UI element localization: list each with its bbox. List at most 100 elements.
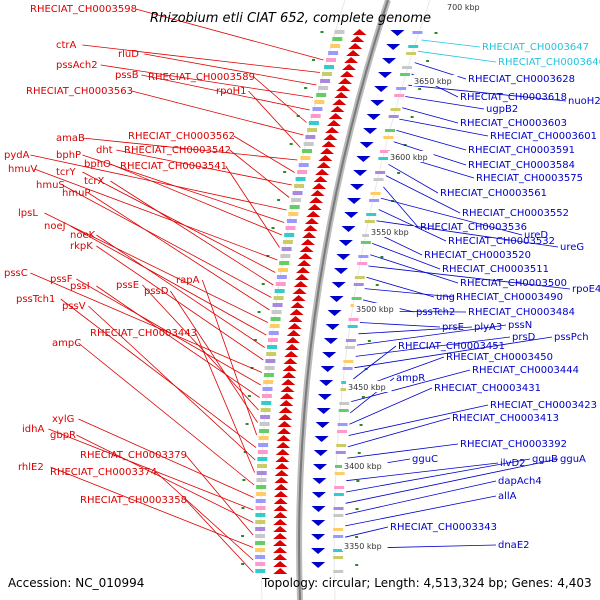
- reverse-annotation-block: [334, 486, 345, 489]
- forward-annotation-block: [307, 128, 318, 132]
- right-leader-line: [368, 265, 571, 290]
- forward-annotation-block: [255, 527, 266, 531]
- left-gene-label: gbpR: [50, 430, 76, 441]
- reverse-annotation-block: [335, 451, 346, 454]
- forward-annotation-block: [256, 471, 267, 475]
- reverse-annotation-block: [362, 234, 373, 237]
- kbp-tick-bg: [412, 75, 458, 86]
- reverse-gene-arrow: [347, 198, 362, 204]
- forward-annotation-block: [292, 191, 303, 195]
- forward-gene-arrow: [313, 176, 328, 182]
- left-gene-label: rpoH1: [216, 86, 246, 97]
- reverse-gene-arrow: [386, 44, 401, 50]
- left-leader-line: [78, 342, 255, 486]
- reverse-annotation-block: [337, 423, 348, 426]
- right-leader-line: [383, 186, 419, 228]
- reverse-annotation-block: [402, 66, 413, 69]
- forward-gene-arrow: [325, 127, 340, 133]
- forward-gene-arrow: [309, 197, 324, 203]
- forward-gene-arrow: [328, 113, 343, 119]
- forward-gene-arrow: [277, 421, 292, 427]
- reverse-annotation-block: [333, 493, 344, 496]
- outer-track-marker: [241, 535, 245, 537]
- right-gene-label: RHECIAT_CH0003584: [468, 160, 575, 171]
- forward-annotation-block: [261, 394, 272, 398]
- reverse-annotation-block: [333, 556, 344, 559]
- right-gene-label: RHECIAT_CH0003575: [476, 173, 583, 184]
- outer-track-marker: [355, 508, 359, 510]
- reverse-annotation-block: [369, 199, 380, 202]
- forward-annotation-block: [264, 366, 275, 370]
- right-gene-label: dapAch4: [498, 476, 542, 487]
- outer-track-marker: [257, 311, 261, 313]
- left-gene-label: pssI: [70, 281, 90, 292]
- reverse-annotation-block: [348, 318, 359, 321]
- left-leader-line: [30, 154, 287, 211]
- right-leader-line: [348, 404, 489, 436]
- left-gene-label: ampC: [52, 338, 81, 349]
- left-leader-line: [96, 234, 265, 348]
- forward-annotation-block: [255, 506, 266, 510]
- forward-annotation-block: [320, 79, 331, 83]
- reverse-gene-arrow: [344, 212, 359, 218]
- forward-gene-arrow: [273, 533, 288, 539]
- outer-track-marker: [261, 283, 265, 285]
- left-leader-line: [135, 8, 324, 61]
- reverse-gene-arrow: [353, 170, 368, 176]
- outer-track-marker: [283, 171, 287, 173]
- forward-gene-arrow: [332, 99, 347, 105]
- forward-annotation-block: [316, 93, 327, 97]
- left-leader-line: [195, 332, 255, 473]
- right-leader-line: [354, 336, 553, 369]
- left-leader-line: [155, 471, 254, 561]
- right-gene-label: prsE: [442, 322, 464, 333]
- right-gene-label: gguA: [560, 454, 586, 465]
- forward-annotation-block: [284, 233, 295, 237]
- outer-track-marker: [312, 59, 316, 61]
- forward-annotation-block: [255, 562, 266, 566]
- left-leader-line: [78, 418, 254, 498]
- forward-gene-arrow: [286, 330, 301, 336]
- outer-track-marker: [418, 88, 422, 90]
- forward-gene-arrow: [278, 414, 293, 420]
- forward-annotation-block: [291, 198, 302, 202]
- right-gene-label: rpoE4: [572, 284, 600, 295]
- forward-gene-arrow: [289, 309, 304, 315]
- right-gene-label: RHECIAT_CH0003444: [472, 365, 579, 376]
- left-leader-line: [30, 272, 263, 373]
- forward-annotation-block: [324, 65, 335, 69]
- reverse-gene-arrow: [363, 128, 378, 134]
- right-gene-label: RHECIAT_CH0003451: [398, 341, 505, 352]
- forward-annotation-block: [255, 492, 266, 496]
- left-gene-label: rapA: [176, 275, 200, 286]
- outer-track-marker: [359, 424, 363, 426]
- forward-gene-arrow: [315, 169, 330, 175]
- reverse-gene-arrow: [311, 548, 326, 554]
- reverse-annotation-block: [333, 535, 344, 538]
- right-gene-label: ugpB2: [486, 104, 518, 115]
- forward-gene-arrow: [281, 379, 296, 385]
- reverse-annotation-block: [354, 276, 365, 279]
- forward-gene-arrow: [276, 442, 291, 448]
- left-gene-label: ctrA: [56, 40, 77, 51]
- right-leader-line: [346, 462, 499, 482]
- left-leader-line: [141, 74, 310, 111]
- left-gene-label: pssV: [62, 301, 86, 312]
- kbp-tick-label: 3350 kbp: [344, 542, 382, 551]
- forward-gene-arrow: [273, 547, 288, 553]
- kbp-tick-bg: [346, 381, 392, 392]
- forward-annotation-block: [256, 485, 267, 489]
- forward-gene-arrow: [273, 540, 288, 546]
- right-gene-label: gguC: [412, 454, 438, 465]
- reverse-annotation-block: [342, 367, 353, 370]
- left-leader-line: [110, 163, 282, 236]
- reverse-gene-arrow: [316, 408, 331, 414]
- reverse-annotation-block: [335, 465, 346, 468]
- forward-annotation-block: [270, 317, 281, 321]
- right-leader-line: [421, 39, 481, 48]
- right-gene-label: RHECIAT_CH0003532: [448, 236, 555, 247]
- forward-gene-arrow: [285, 337, 300, 343]
- right-gene-label: RHECIAT_CH0003646: [498, 57, 600, 68]
- left-leader-line: [170, 290, 258, 423]
- reverse-annotation-block: [345, 346, 356, 349]
